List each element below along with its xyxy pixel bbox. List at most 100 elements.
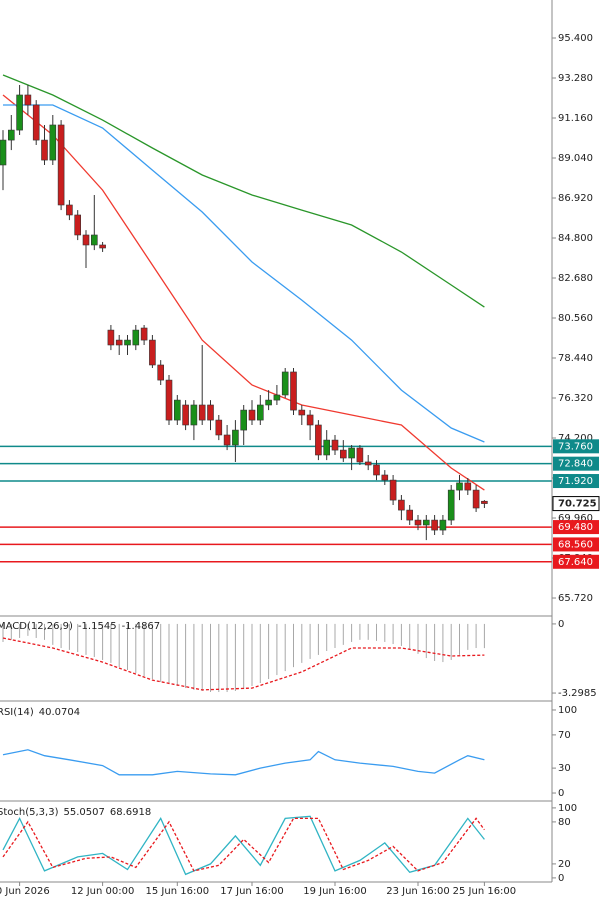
plot-area: MACD(12,26,9) -1.1545 -1.4867 RSI(14) 40.070…	[0, 74, 552, 876]
y-tick-label: 65.720	[558, 593, 593, 604]
candle-body	[198, 404, 206, 421]
level-label: 73.760	[558, 441, 593, 452]
candle-body	[298, 409, 306, 416]
candle-body	[232, 429, 239, 446]
candle-body	[190, 404, 198, 426]
candle-body	[389, 479, 397, 501]
candle-body	[290, 371, 297, 411]
candle-body	[364, 461, 372, 466]
level-label: 72.840	[558, 459, 593, 470]
y-tick-label: 93.280	[558, 73, 593, 84]
candle-body	[240, 409, 247, 431]
candle-body	[456, 482, 463, 491]
candle-body	[339, 449, 347, 459]
y-tick-label: 80	[558, 817, 571, 828]
x-tick-label: 23 Jun 16:00	[386, 886, 450, 897]
indicator-line	[2, 637, 485, 691]
candle-body	[215, 419, 223, 436]
candle-body	[481, 500, 488, 504]
candle-body	[99, 244, 106, 249]
candle-body	[464, 482, 472, 491]
x-tick-label: 17 Jun 16:00	[220, 886, 284, 897]
panel-value: -1.4867	[122, 621, 161, 632]
candle-body	[439, 519, 447, 531]
y-tick-label: 100	[558, 803, 577, 814]
y-tick-label: 89.040	[558, 153, 593, 164]
candle-body	[157, 364, 164, 381]
level-label-box	[553, 474, 599, 489]
y-tick-label: 95.400	[558, 33, 593, 44]
y-tick-label: 20	[558, 859, 571, 870]
candle-body	[331, 439, 339, 451]
panel-name: RSI(14)	[0, 707, 34, 718]
level-label: 67.640	[558, 557, 593, 568]
candle-body	[41, 139, 48, 161]
y-tick-label: 76.320	[558, 393, 593, 404]
x-tick-label: 12 Jun 00:00	[71, 886, 135, 897]
candle-body	[223, 434, 231, 446]
y-tick-label: 70	[558, 730, 571, 741]
panel-value: -1.1545	[78, 621, 117, 632]
candle-body	[414, 519, 422, 526]
candle-body	[174, 399, 181, 421]
level-label-box	[553, 520, 599, 535]
candle-body	[74, 214, 81, 236]
candle-body	[66, 204, 73, 216]
candle-body	[373, 464, 380, 476]
candle-body	[422, 519, 430, 526]
candle-body	[381, 474, 389, 481]
x-tick-label: 25 Jun 16:00	[453, 886, 517, 897]
y-tick-label: 84.800	[558, 233, 593, 244]
indicator-line	[2, 817, 485, 872]
candle-body	[398, 499, 405, 511]
candle-body	[182, 404, 189, 426]
indicator-line	[2, 749, 485, 776]
panel-value: 40.0704	[39, 707, 80, 718]
candle-body	[16, 94, 23, 131]
indicator-line	[2, 815, 485, 876]
candle-body	[0, 139, 7, 166]
candle-body	[165, 379, 173, 421]
panel-title: RSI(14) 40.0704	[0, 707, 80, 718]
candle-body	[140, 327, 148, 341]
candle-body	[323, 439, 331, 456]
level-label-box	[553, 456, 599, 471]
indicator-line	[2, 94, 485, 491]
candle-body	[472, 489, 480, 509]
candle-body	[124, 339, 131, 346]
candle-body	[248, 409, 256, 421]
y-tick-label: 69.960	[558, 513, 593, 524]
indicator-line	[3, 104, 485, 443]
y-tick-label: 82.680	[558, 273, 593, 284]
candle-body	[306, 414, 314, 426]
candle-body	[431, 519, 438, 531]
candle-body	[256, 404, 264, 421]
candle-body	[107, 329, 115, 346]
current-price-label: 70.725	[558, 499, 597, 510]
y-tick-label: 86.920	[558, 193, 593, 204]
candle-body	[265, 399, 272, 406]
candle-body	[273, 394, 281, 401]
current-price-box	[552, 496, 600, 512]
candle-body	[82, 234, 90, 246]
y-tick-label: 80.560	[558, 313, 593, 324]
y-tick-label: 30	[558, 763, 571, 774]
y-tick-label: -3.2985	[558, 688, 597, 699]
x-tick-label: 19 Jun 16:00	[303, 886, 367, 897]
candle-body	[49, 124, 57, 161]
candle-body	[115, 339, 123, 346]
panel-title: MACD(12,26,9) -1.1545 -1.4867	[0, 621, 160, 632]
candle-body	[406, 509, 414, 521]
candle-body	[24, 94, 32, 106]
y-tick-label: 74.200	[558, 433, 593, 444]
candle-body	[356, 447, 364, 463]
candle-body	[132, 329, 140, 346]
level-label: 71.920	[558, 476, 593, 487]
level-label-box	[553, 554, 599, 569]
level-label: 68.560	[558, 539, 593, 550]
level-label-box	[553, 537, 599, 552]
level-label-box	[553, 439, 599, 454]
y-tick-label: 0	[558, 788, 564, 799]
